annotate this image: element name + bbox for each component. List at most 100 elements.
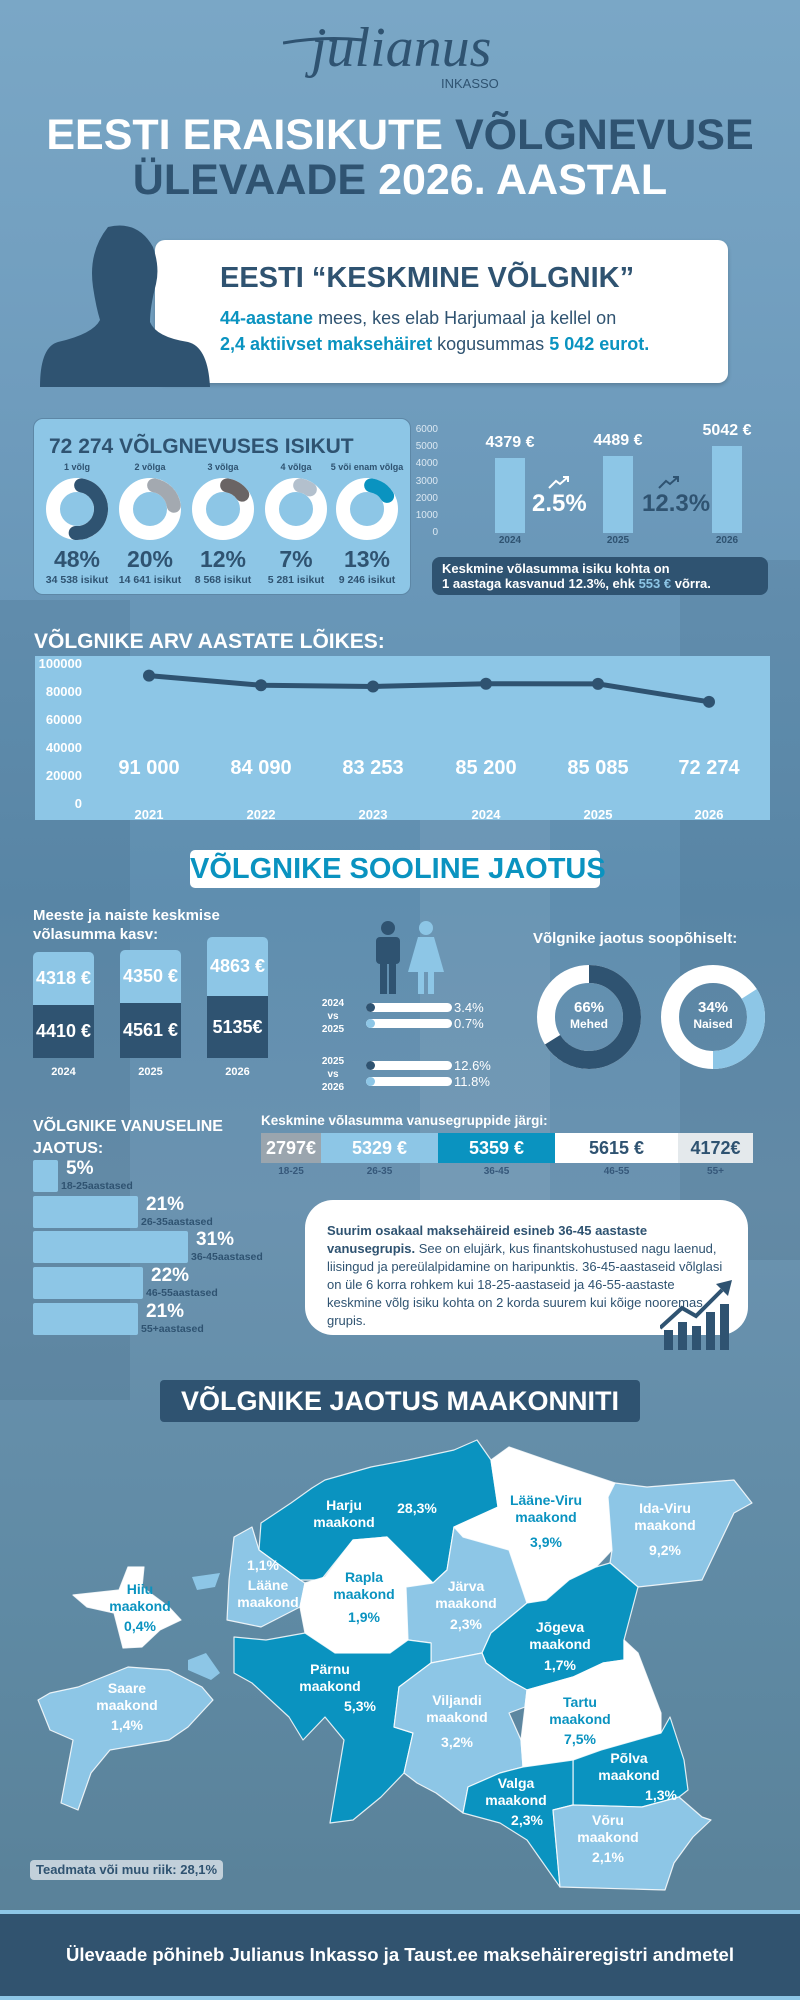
age-label: 36-45aastased <box>191 1251 263 1263</box>
title-part: VÕLGNEVUSE <box>454 111 754 159</box>
comparison-label-line: 2025 <box>321 1056 345 1067</box>
highlight: 553 € <box>638 576 672 591</box>
age-pct: 5% <box>66 1158 94 1179</box>
estonia-map <box>37 1439 753 1891</box>
unknown-region-label: Teadmata või muu riik: 28,1% <box>30 1860 224 1880</box>
footer-divider <box>0 1910 800 1914</box>
age-group-label: 18-25 <box>278 1166 304 1177</box>
women-donut-label: 34% Naised <box>673 1000 753 1032</box>
women-label: Naised <box>693 1017 733 1031</box>
county-idaviru[interactable] <box>607 1479 753 1588</box>
county-name: Valga <box>497 1775 535 1791</box>
text: võrra. <box>671 576 711 591</box>
note-bold: Suurim osakaal maksehäireid esineb 36-45… <box>327 1223 648 1256</box>
county-label: Lääne maakond <box>237 1577 298 1611</box>
note-line: 1 aastaga kasvanud 12.3%, ehk 553 € võrr… <box>442 576 758 591</box>
county-pct: 3,9% <box>530 1534 562 1550</box>
county-lne[interactable] <box>226 1526 306 1628</box>
county-valga[interactable] <box>462 1759 574 1888</box>
y-tick: 100000 <box>39 656 82 671</box>
gender-heading: VÕLGNIKE SOOLINE JAOTUS <box>190 853 606 885</box>
age-bar <box>33 1231 188 1263</box>
age-group-label: 26-35 <box>366 1166 393 1177</box>
regions-heading: VÕLGNIKE JAOTUS MAAKONNITI <box>180 1386 619 1416</box>
island-vormsi <box>192 1573 220 1590</box>
comparison-label-line: 2024 <box>321 998 345 1009</box>
text: 1 aastaga kasvanud 12.3%, ehk <box>442 576 639 591</box>
comparison-label-line: vs <box>327 1011 339 1022</box>
highlight: 2,4 aktiivset maksehäiret <box>220 334 433 354</box>
county-label: Tartu maakond <box>549 1694 610 1728</box>
donut-pct: 48% <box>53 546 101 572</box>
county-label: Jõgeva maakond <box>529 1619 590 1653</box>
y-tick: 3000 <box>415 475 438 487</box>
donut-label: 4 võlga <box>280 462 312 472</box>
debtors-by-year-heading: VÕLGNIKE ARV AASTATE LÕIKES: <box>34 630 385 653</box>
men-donut-label: 66% Mehed <box>549 1000 629 1032</box>
comparison-dot <box>366 1061 375 1070</box>
page-title-line1: EESTI ERAISIKUTE VÕLGNEVUSE <box>0 112 800 158</box>
comparison-bar <box>366 1061 452 1070</box>
age-pct: 21% <box>146 1301 185 1322</box>
donut-chart <box>265 478 327 540</box>
age-avg-segment: 5359 € <box>438 1133 555 1163</box>
county-pct: 1,4% <box>111 1717 143 1733</box>
logo-text: julianus <box>305 18 491 79</box>
county-tartu[interactable] <box>520 1639 662 1768</box>
average-debtor-heading: EESTI “KESKMINE VÕLGNIK” <box>220 262 635 294</box>
donut-arc <box>192 478 254 540</box>
county-label: Ida-Viru maakond <box>634 1500 695 1534</box>
data-point <box>592 677 604 690</box>
title-line: Meeste ja naiste keskmise <box>33 907 220 924</box>
title-line: JAOTUS: <box>33 1140 104 1157</box>
data-label: 85 200 <box>455 757 516 779</box>
x-tick: 2021 <box>135 807 164 822</box>
county-hiiu[interactable] <box>72 1566 182 1649</box>
man-icon <box>376 921 400 994</box>
stack-year: 2026 <box>225 1066 250 1078</box>
county-saare[interactable] <box>37 1666 214 1811</box>
donut-arc <box>265 478 327 540</box>
county-vru[interactable] <box>552 1796 712 1891</box>
county-pct: 0,4% <box>124 1618 156 1634</box>
county-pct: 3,2% <box>441 1734 473 1750</box>
age-avg-segment: 5329 € <box>321 1133 438 1163</box>
gender-donut-arc <box>537 965 641 1069</box>
stack-year: 2024 <box>51 1066 76 1078</box>
comparison-bar <box>366 1019 452 1028</box>
average-debtor-card: EESTI “KESKMINE VÕLGNIK” 44-aastane mees… <box>155 240 728 383</box>
donut-pct: 7% <box>279 546 313 572</box>
footer-text: Ülevaade põhineb Julianus Inkasso ja Tau… <box>66 1944 734 1965</box>
age-avg-bar: 2797€ 5329 €5359 €5615 €4172€ <box>261 1133 753 1163</box>
county-suffix: maakond <box>598 1767 660 1783</box>
age-group-label: 46-55 <box>603 1166 630 1177</box>
donut-count: 14 641 isikut <box>118 574 182 586</box>
county-suffix: maakond <box>485 1792 547 1808</box>
comparison-dot <box>366 1019 375 1028</box>
average-debtor-line2: 2,4 aktiivset maksehäiret kogusummas 5 0… <box>220 334 649 355</box>
data-point <box>143 669 155 682</box>
avg-debt-bar-label: 4489 € <box>593 431 643 449</box>
county-suffix: maakond <box>109 1598 171 1614</box>
text: mees, kes elab Harjumaal ja kellel on <box>313 308 617 328</box>
age-note-card: Suurim osakaal maksehäireid esineb 36-45… <box>305 1200 748 1335</box>
footer-divider <box>0 1996 800 2000</box>
donut-count: 34 538 isikut <box>45 574 109 586</box>
trend-up-icon <box>658 476 679 489</box>
donut-pct: 20% <box>126 546 174 572</box>
data-point <box>703 695 715 708</box>
y-tick: 0 <box>432 527 438 538</box>
data-label: 85 085 <box>567 757 628 779</box>
growth-pct: 2.5% <box>532 490 587 517</box>
series-line <box>148 673 710 705</box>
x-tick: 2025 <box>584 807 613 822</box>
note-text: See on elujärk, kus finantskohustused na… <box>327 1241 723 1328</box>
county-label: Harju maakond <box>313 1497 374 1531</box>
y-tick: 2000 <box>415 492 438 504</box>
person-silhouette-icon <box>40 225 210 387</box>
data-point <box>255 679 267 692</box>
julianus-logo: julianus INKASSO <box>282 17 513 98</box>
county-name: Lääne-Viru <box>509 1492 583 1508</box>
comparison-label-line: 2026 <box>321 1082 345 1093</box>
comparison-bar <box>366 1077 452 1086</box>
